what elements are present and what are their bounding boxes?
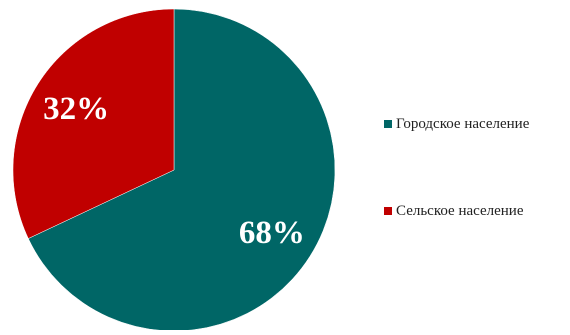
- pie-label-rural: 32%: [43, 91, 109, 127]
- pie-slice-urban: [27, 8, 336, 332]
- legend-label-rural: Сельское население: [396, 202, 524, 219]
- pie-label-urban: 68%: [239, 215, 305, 251]
- legend-swatch-rural: [384, 207, 392, 215]
- legend-item-rural: Сельское население: [384, 199, 570, 223]
- legend-swatch-urban: [384, 120, 392, 128]
- pie-slice-rural: [12, 8, 175, 239]
- chart-legend: Городское население Сельское население: [384, 112, 570, 286]
- legend-item-urban: Городское население: [384, 112, 570, 136]
- legend-label-urban: Городское население: [396, 115, 530, 132]
